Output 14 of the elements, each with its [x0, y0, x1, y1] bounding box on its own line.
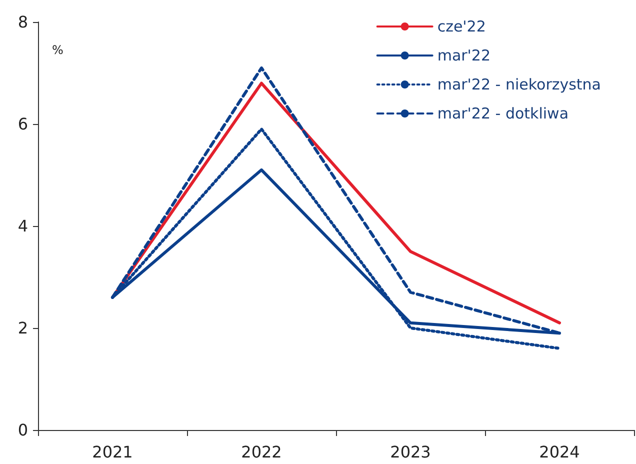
y-tick-label: 4	[18, 216, 28, 236]
legend-label: cze'22	[437, 18, 486, 36]
x-tick-label: 2024	[539, 442, 580, 462]
legend-label: mar'22 - dotkliwa	[437, 104, 569, 122]
y-tick-label: 6	[18, 114, 28, 134]
y-tick-label: 2	[18, 318, 28, 338]
x-tick-label: 2023	[390, 442, 431, 462]
legend-label: mar'22 - niekorzystna	[437, 76, 602, 94]
y-tick-label: 0	[18, 420, 28, 440]
x-tick-label: 2021	[92, 442, 133, 462]
y-tick-label: 8	[18, 12, 28, 32]
legend-label: mar'22	[437, 46, 491, 64]
x-tick-label: 2022	[241, 442, 282, 462]
y-axis-title: %	[52, 43, 64, 57]
